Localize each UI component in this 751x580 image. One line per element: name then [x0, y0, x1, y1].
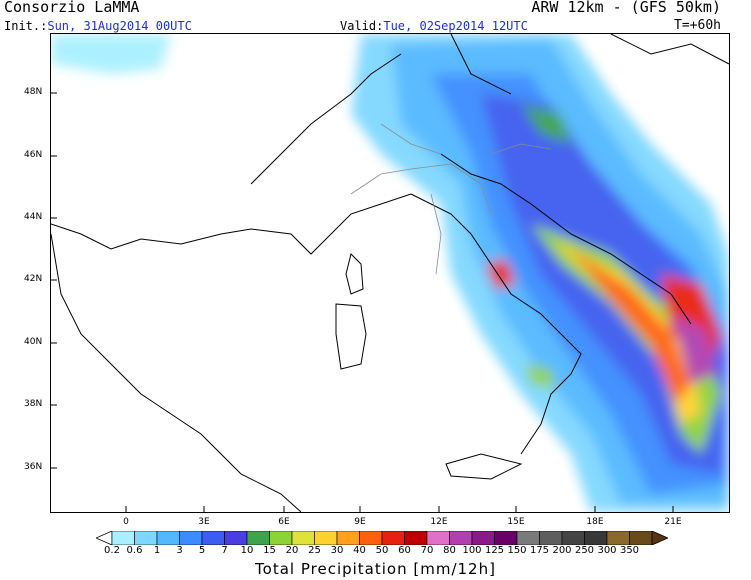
- scale-label: 300: [597, 545, 617, 556]
- lon-tick-label: 12E: [430, 517, 448, 527]
- scale-label: 50: [375, 545, 389, 556]
- valid-time: Valid:Tue, 02Sep2014 12UTC: [340, 19, 528, 33]
- scale-label: 175: [529, 545, 550, 556]
- scale-label: 70: [420, 545, 434, 556]
- scale-swatch: [201, 531, 225, 545]
- scale-swatch: [134, 531, 158, 545]
- scale-swatch: [381, 531, 405, 545]
- scale-label: 60: [398, 545, 411, 556]
- scale-swatch: [179, 531, 203, 545]
- scale-swatch: [426, 531, 450, 545]
- scale-label: 30: [330, 545, 344, 556]
- scale-swatch: [359, 531, 383, 545]
- scale-swatch: [269, 531, 293, 545]
- lat-tick-label: 44N: [24, 212, 43, 222]
- scale-swatch: [111, 531, 135, 545]
- scale-label: 0.2: [104, 545, 120, 556]
- scale-label: 40: [353, 545, 366, 556]
- scale-label: 25: [308, 545, 321, 556]
- scale-swatch: [224, 531, 248, 545]
- lon-tick-label: 21E: [664, 517, 682, 527]
- organization-title: Consorzio LaMMA: [4, 0, 140, 16]
- legend-title: Total Precipitation [mm/12h]: [255, 560, 496, 578]
- coastlines: [51, 34, 729, 512]
- lon-tick-label: 18E: [586, 517, 604, 527]
- forecast-step: T=+60h: [674, 18, 721, 33]
- model-title: ARW 12km - (GFS 50km): [531, 0, 721, 16]
- map-canvas: [51, 34, 729, 512]
- scale-swatch: [336, 531, 360, 545]
- init-time: Init.:Sun, 31Aug2014 00UTC: [4, 19, 192, 33]
- scale-swatch: [471, 531, 495, 545]
- scale-label: 15: [263, 545, 276, 556]
- scale-label: 100: [462, 545, 482, 556]
- scale-label: 3: [176, 545, 183, 556]
- scale-label: 200: [552, 545, 572, 556]
- valid-value: Tue, 02Sep2014 12UTC: [383, 19, 528, 33]
- scale-label: 20: [285, 545, 299, 556]
- lat-tick-label: 46N: [24, 150, 43, 160]
- scale-swatch: [561, 531, 585, 545]
- scale-swatch: [629, 531, 653, 545]
- lon-tick-label: 0: [123, 517, 129, 527]
- lon-tick-label: 6E: [278, 517, 290, 527]
- scale-swatch: [516, 531, 540, 545]
- scale-swatch: [246, 531, 270, 545]
- scale-label: 5: [198, 545, 206, 556]
- lon-tick-label: 3E: [198, 517, 210, 527]
- precipitation-map: [50, 33, 730, 513]
- graticule-ticks: [51, 92, 674, 512]
- scale-swatch: [404, 531, 428, 545]
- lat-tick-label: 36N: [24, 462, 43, 472]
- scale-swatch: [314, 531, 338, 545]
- lat-tick-label: 48N: [24, 87, 43, 97]
- scale-high-arrow: [651, 531, 668, 545]
- color-scale-bar: [96, 531, 668, 545]
- scale-swatch: [584, 531, 608, 545]
- valid-label: Valid:: [340, 19, 384, 33]
- scale-label: 250: [574, 545, 595, 556]
- scale-swatch: [449, 531, 473, 545]
- scale-swatch: [606, 531, 630, 545]
- scale-swatch: [539, 531, 563, 545]
- lon-tick-label: 15E: [507, 517, 525, 527]
- lat-tick-label: 40N: [24, 337, 43, 347]
- scale-low-arrow: [96, 531, 113, 545]
- scale-label: 350: [619, 545, 640, 556]
- scale-label: 7: [221, 545, 228, 556]
- lon-tick-label: 9E: [354, 517, 366, 527]
- lat-tick-label: 38N: [24, 399, 43, 409]
- init-label: Init.:: [4, 19, 48, 33]
- scale-label: 10: [240, 545, 254, 556]
- scale-swatch: [156, 531, 180, 545]
- scale-label: 80: [443, 545, 456, 556]
- scale-label: 150: [507, 545, 527, 556]
- scale-label: 0.6: [126, 545, 143, 556]
- scale-swatch: [494, 531, 518, 545]
- init-value: Sun, 31Aug2014 00UTC: [47, 19, 192, 33]
- lat-tick-label: 42N: [24, 274, 43, 284]
- precipitation-field: [51, 34, 729, 512]
- scale-label: 1: [153, 545, 161, 556]
- scale-label: 125: [484, 545, 505, 556]
- country-borders: [350, 123, 552, 275]
- scale-swatch: [291, 531, 315, 545]
